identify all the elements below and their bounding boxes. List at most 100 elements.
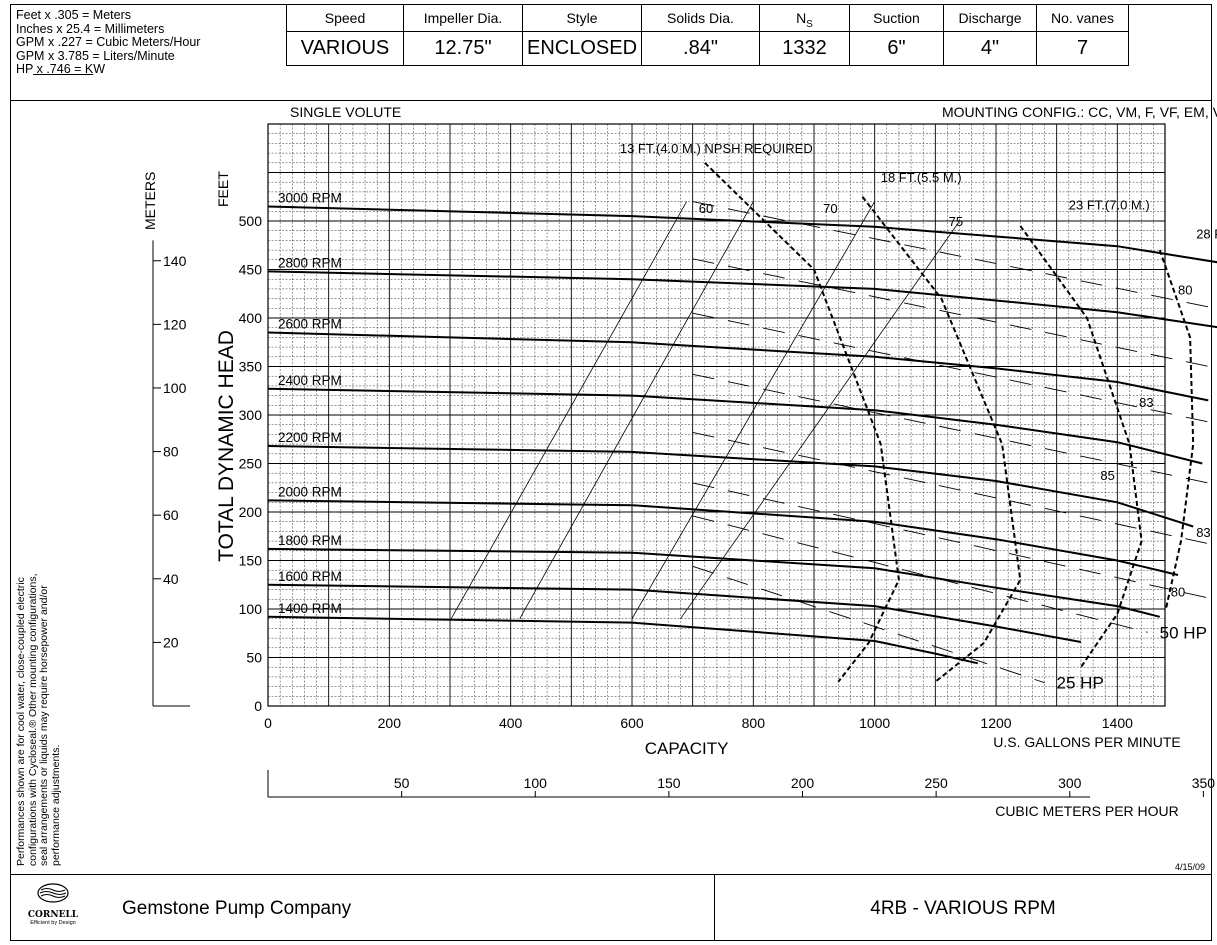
x-tick-label: 600 [620, 715, 644, 731]
meters-tick-label: 100 [163, 380, 187, 396]
conversion-row: Feet x .305 = Meters [16, 8, 131, 22]
meters-tick-label: 80 [163, 444, 179, 460]
speed-curve-label: 1800 RPM [278, 533, 342, 548]
spec-value: 4" [943, 31, 1037, 66]
meters-axis-label: METERS [142, 172, 158, 230]
hp-line [692, 201, 1217, 310]
conversion-row: GPM x .227 = Cubic Meters/Hour [16, 35, 201, 49]
y-tick-label: 250 [239, 456, 263, 472]
cmh-tick-label: 250 [924, 775, 948, 791]
speed-curve [267, 445, 1194, 528]
footer-divider [10, 874, 1212, 875]
x-tick-label: 1400 [1102, 715, 1133, 731]
speed-curve-label: 2600 RPM [278, 317, 342, 332]
speed-curve [267, 387, 1203, 465]
spec-value: 12.75" [403, 31, 523, 66]
efficiency-line [519, 201, 754, 619]
speed-curve [267, 615, 979, 665]
meters-tick-label: 20 [163, 634, 179, 650]
hp-line [692, 515, 1148, 633]
speed-curve-label: 2000 RPM [278, 484, 342, 499]
speed-curve-label: 2400 RPM [278, 373, 342, 388]
x-tick-label: 1000 [859, 715, 890, 731]
x-units-label: U.S. GALLONS PER MINUTE [993, 734, 1180, 750]
hp-line [692, 565, 1045, 684]
efficiency-label: 70 [823, 201, 837, 216]
efficiency-line [631, 201, 876, 619]
model-title: 4RB - VARIOUS RPM [870, 898, 1056, 919]
cmh-tick-label: 200 [791, 775, 815, 791]
speed-curve [267, 547, 1161, 618]
cmh-tick-label: 150 [657, 775, 681, 791]
npsh-curve [1158, 249, 1195, 610]
y-tick-label: 100 [239, 601, 263, 617]
spec-header: No. vanes [1036, 4, 1129, 32]
brand-name: CORNELL [27, 910, 79, 920]
efficiency-line [680, 220, 960, 619]
spec-value: 1332 [759, 31, 850, 66]
spec-value: 7 [1036, 31, 1129, 66]
efficiency-label: 80 [1171, 584, 1185, 599]
hp-line [692, 432, 1217, 546]
hp-line [692, 373, 1217, 486]
hp-label: 25 HP [1057, 674, 1104, 693]
y-tick-label: 200 [239, 504, 263, 520]
cmh-tick-label: 50 [394, 775, 410, 791]
y-tick-label: 400 [239, 310, 263, 326]
speed-curve-label: 2200 RPM [278, 430, 342, 445]
x2-units-label: CUBIC METERS PER HOUR [995, 803, 1179, 819]
cmh-tick-label: 100 [524, 775, 548, 791]
y-tick-label: 0 [254, 698, 262, 714]
spec-value: .84" [641, 31, 760, 66]
conversion-row: Inches x 25.4 = Millimeters [16, 21, 165, 36]
hp-label: 50 HP [1160, 623, 1207, 642]
cmh-tick-label: 300 [1058, 775, 1082, 791]
y-axis-label: TOTAL DYNAMIC HEAD [215, 330, 238, 562]
meters-tick-label: 60 [163, 507, 179, 523]
spec-value: 6" [849, 31, 944, 66]
speed-curve [267, 583, 1082, 643]
y-tick-label: 50 [246, 650, 262, 666]
conversion-row: HP x .746 = KW [16, 62, 106, 76]
cmh-tick-label: 350 [1192, 775, 1216, 791]
speed-curve-label: 1600 RPM [278, 569, 342, 584]
pump-logo-icon [37, 883, 69, 903]
cornell-logo: CORNELL Efficient by Design [16, 882, 90, 926]
mounting-label: MOUNTING CONFIG.: CC, VM, F, VF, EM, VC [942, 104, 1217, 120]
y-tick-label: 150 [239, 553, 263, 569]
speed-curve [267, 331, 1209, 402]
footer-column-divider [714, 874, 715, 941]
spec-header: Impeller Dia. [403, 4, 523, 32]
plot-frame [267, 123, 1166, 707]
meters-tick-label: 120 [163, 316, 187, 332]
brand-tagline: Efficient by Design [30, 920, 76, 926]
y-tick-label: 300 [239, 407, 263, 423]
spec-header: Suction [849, 4, 944, 32]
npsh-curve [1019, 225, 1143, 668]
efficiency-line [450, 201, 687, 619]
efficiency-label: 83 [1139, 395, 1153, 410]
hp-line [692, 312, 1217, 425]
unit-conversions: Feet x .305 = Meters Inches x 25.4 = Mil… [16, 8, 276, 77]
speed-curve [267, 499, 1179, 576]
x-tick-label: 200 [378, 715, 402, 731]
npsh-label: 28 FT.(8.5 M.) [1196, 226, 1217, 241]
y-tick-label: 350 [239, 359, 263, 375]
performance-note: Performances shown are for cool water, c… [15, 573, 62, 866]
speed-curve [267, 270, 1217, 329]
npsh-label: 13 FT.(4.0 M.) NPSH REQUIRED [620, 141, 813, 156]
hp-line [692, 482, 1215, 600]
efficiency-label: 85 [1100, 468, 1114, 483]
feet-axis-label: FEET [215, 171, 231, 207]
efficiency-label: 83 [1196, 525, 1210, 540]
header-divider [10, 100, 1212, 101]
x-tick-label: 1200 [980, 715, 1011, 731]
x-tick-label: 800 [742, 715, 766, 731]
npsh-curve [861, 196, 1022, 683]
y-tick-label: 500 [239, 213, 263, 229]
meters-tick-label: 40 [163, 571, 179, 587]
x-tick-label: 400 [499, 715, 523, 731]
revision-date: 4/15/09 [1174, 862, 1205, 872]
speed-curve-label: 2800 RPM [278, 255, 342, 270]
